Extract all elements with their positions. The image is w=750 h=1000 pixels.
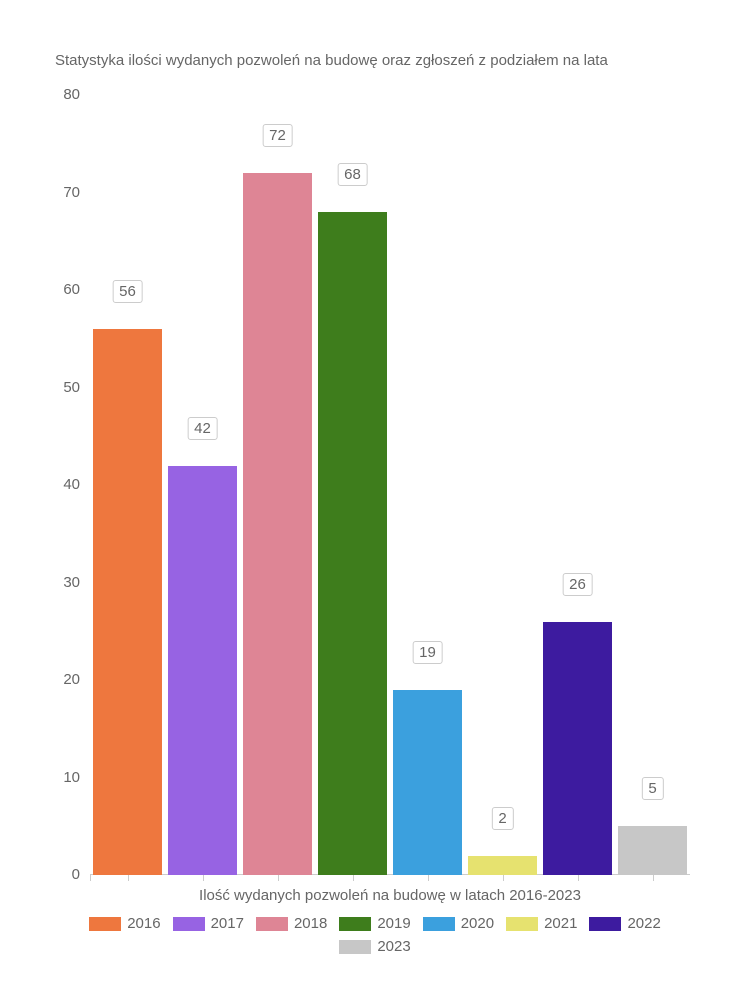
legend-item-2019: 2019 [339,915,410,932]
x-tick [90,875,91,881]
x-tick [653,875,654,881]
y-tick-label: 10 [50,769,80,786]
legend-label: 2023 [377,938,410,955]
legend-swatch [256,917,288,931]
bar-value-label: 2 [491,807,513,830]
legend-label: 2020 [461,915,494,932]
legend-swatch [423,917,455,931]
x-tick [503,875,504,881]
bar-2016 [93,329,162,875]
bar-2023 [618,826,687,875]
legend-label: 2018 [294,915,327,932]
bar-value-label: 72 [262,124,293,147]
plot-area: 56 42 72 68 19 2 26 5 [90,95,690,875]
bar-value-label: 26 [562,573,593,596]
x-tick [203,875,204,881]
legend-item-2018: 2018 [256,915,327,932]
x-tick [278,875,279,881]
chart-title: Statystyka ilości wydanych pozwoleń na b… [55,52,608,69]
y-tick-label: 80 [50,86,80,103]
y-tick-label: 0 [50,866,80,883]
bar-value-label: 56 [112,280,143,303]
bar-2021 [468,856,537,876]
x-axis-label: Ilość wydanych pozwoleń na budowę w lata… [90,887,690,904]
legend-label: 2017 [211,915,244,932]
x-tick [128,875,129,881]
legend-label: 2021 [544,915,577,932]
bar-value-label: 42 [187,417,218,440]
legend-swatch [339,917,371,931]
bar-2017 [168,466,237,876]
legend: 2016 2017 2018 2019 2020 2021 2022 2023 [0,915,750,955]
legend-item-2017: 2017 [173,915,244,932]
legend-swatch [589,917,621,931]
bar-2018 [243,173,312,875]
bar-value-label: 68 [337,163,368,186]
legend-label: 2022 [627,915,660,932]
y-tick-label: 50 [50,379,80,396]
bar-value-label: 19 [412,641,443,664]
bar-2022 [543,622,612,876]
bar-value-label: 5 [641,777,663,800]
x-tick [353,875,354,881]
y-tick-label: 30 [50,574,80,591]
y-tick-label: 70 [50,184,80,201]
x-tick [578,875,579,881]
bar-chart: Statystyka ilości wydanych pozwoleń na b… [0,0,750,1000]
legend-item-2016: 2016 [89,915,160,932]
legend-label: 2016 [127,915,160,932]
y-tick-label: 60 [50,281,80,298]
y-tick-label: 40 [50,476,80,493]
legend-item-2022: 2022 [589,915,660,932]
legend-swatch [506,917,538,931]
bar-2019 [318,212,387,875]
bar-2020 [393,690,462,875]
x-tick [428,875,429,881]
legend-item-2020: 2020 [423,915,494,932]
y-tick-label: 20 [50,671,80,688]
legend-swatch [339,940,371,954]
legend-swatch [89,917,121,931]
legend-item-2021: 2021 [506,915,577,932]
legend-item-2023: 2023 [339,938,410,955]
legend-swatch [173,917,205,931]
legend-label: 2019 [377,915,410,932]
